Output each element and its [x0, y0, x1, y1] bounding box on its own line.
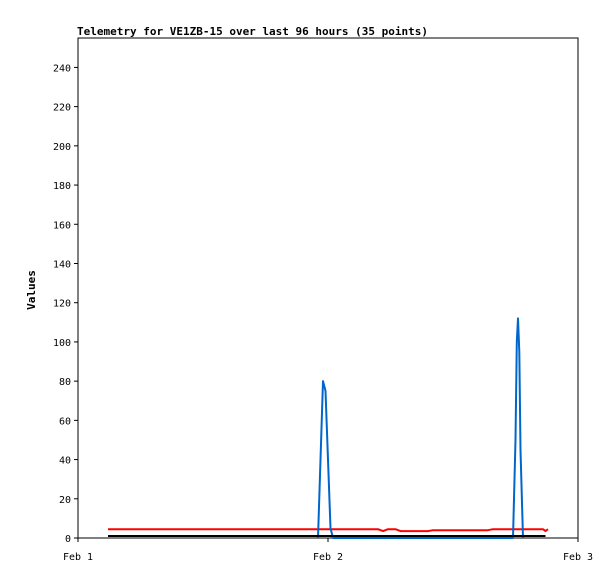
y-tick-label: 140	[53, 259, 71, 270]
series-line-2	[317, 317, 524, 539]
y-tick-label: 220	[53, 103, 71, 114]
x-tick-label: Feb 2	[313, 552, 343, 563]
y-tick-label: 200	[53, 142, 71, 153]
y-tick-label: 20	[59, 495, 71, 506]
x-tick-label: Feb 3	[563, 552, 593, 563]
x-axis: Feb 1 Feb 2 Feb 3	[63, 538, 593, 563]
series-layer	[108, 317, 549, 539]
series-line-1	[108, 528, 549, 533]
y-tick-label: 60	[59, 416, 71, 427]
y-tick-label: 80	[59, 377, 71, 388]
y-tick-label: 100	[53, 338, 71, 349]
y-tick-label: 120	[53, 299, 71, 310]
chart-title: Telemetry for VE1ZB-15 over last 96 hour…	[77, 25, 428, 38]
y-tick-label: 240	[53, 63, 71, 74]
y-axis-label: Values	[25, 270, 38, 310]
y-tick-label: 160	[53, 220, 71, 231]
y-tick-label: 40	[59, 456, 71, 467]
y-axis: 0 20 40 60 80 100 120 140 160 180 200 220 240	[53, 63, 78, 545]
y-tick-label: 180	[53, 181, 71, 192]
x-tick-label: Feb 1	[63, 552, 93, 563]
y-tick-label: 0	[65, 534, 71, 545]
